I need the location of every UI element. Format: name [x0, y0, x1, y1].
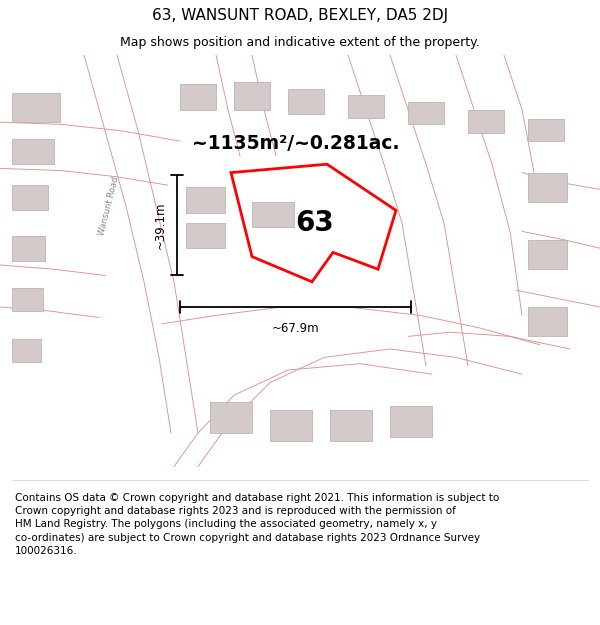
Text: ~39.1m: ~39.1m [154, 201, 167, 249]
Polygon shape [330, 410, 372, 441]
Text: ~67.9m: ~67.9m [272, 322, 319, 336]
Polygon shape [270, 410, 312, 441]
Text: Contains OS data © Crown copyright and database right 2021. This information is : Contains OS data © Crown copyright and d… [15, 493, 499, 556]
Polygon shape [12, 185, 48, 211]
Polygon shape [234, 82, 270, 109]
Polygon shape [12, 288, 43, 311]
Text: 63: 63 [296, 209, 334, 237]
Polygon shape [12, 339, 41, 362]
Polygon shape [528, 307, 567, 336]
Polygon shape [186, 223, 225, 248]
Text: ~1135m²/~0.281ac.: ~1135m²/~0.281ac. [192, 134, 400, 152]
Polygon shape [12, 139, 54, 164]
Polygon shape [180, 84, 216, 109]
Text: 63, WANSUNT ROAD, BEXLEY, DA5 2DJ: 63, WANSUNT ROAD, BEXLEY, DA5 2DJ [152, 8, 448, 23]
Polygon shape [252, 202, 294, 228]
Polygon shape [186, 188, 225, 213]
Text: Map shows position and indicative extent of the property.: Map shows position and indicative extent… [120, 36, 480, 49]
Polygon shape [348, 95, 384, 118]
Polygon shape [12, 236, 45, 261]
Polygon shape [210, 401, 252, 433]
Polygon shape [288, 89, 324, 114]
Polygon shape [12, 92, 60, 123]
Text: Wansunt Road: Wansunt Road [98, 176, 121, 237]
Polygon shape [408, 102, 444, 124]
Polygon shape [528, 240, 567, 269]
Polygon shape [528, 173, 567, 202]
Polygon shape [468, 111, 504, 132]
Polygon shape [390, 406, 432, 437]
Polygon shape [528, 119, 564, 141]
